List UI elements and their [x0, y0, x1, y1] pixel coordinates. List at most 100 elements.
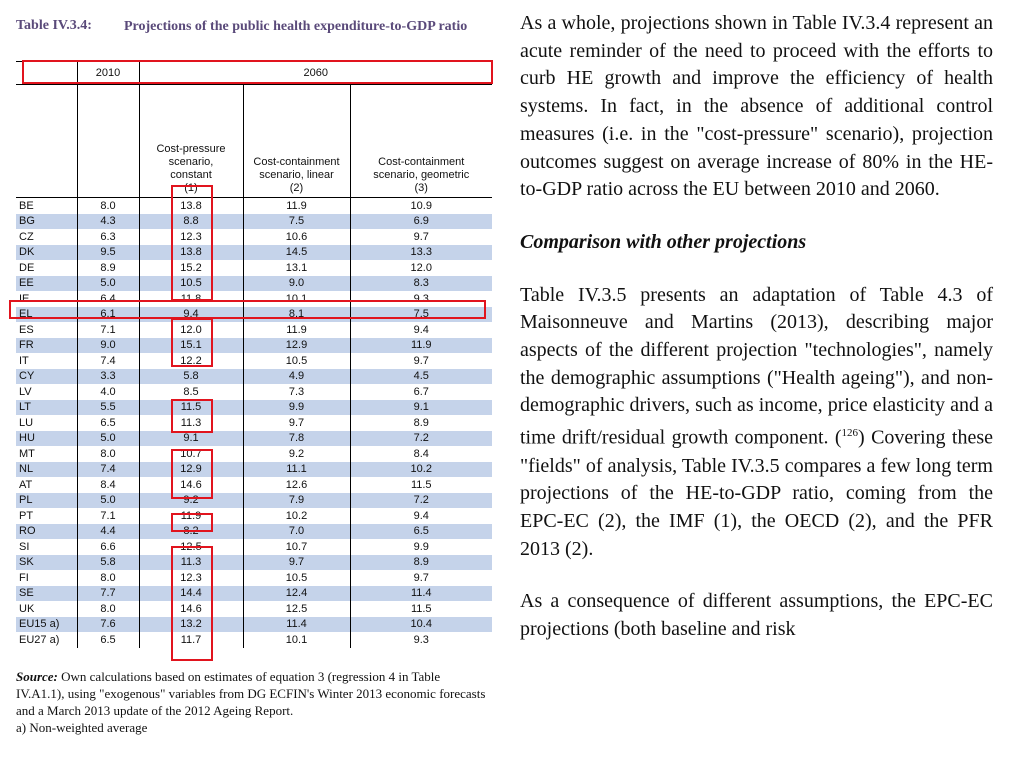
value-cell: 8.3 [350, 275, 492, 291]
value-cell: 11.3 [139, 554, 244, 570]
header-2010-blank [77, 84, 140, 198]
value-cell: 10.5 [139, 275, 244, 291]
header-country-blank [16, 84, 78, 198]
value-cell: 4.9 [243, 368, 351, 384]
value-cell: 9.7 [243, 554, 351, 570]
highlight-group-6 [171, 546, 213, 661]
country-cell: LU [16, 415, 78, 431]
value-cell: 8.0 [77, 446, 140, 462]
value-cell: 7.4 [77, 461, 140, 477]
country-cell: UK [16, 601, 78, 617]
value-cell: 10.6 [243, 229, 351, 245]
scenario-header-row: Cost-pressure scenario, constant (1) Cos… [16, 84, 492, 198]
highlight-year-row [22, 60, 493, 84]
value-cell: 9.2 [243, 446, 351, 462]
table-row: EU27 a) 6.5 11.7 10.1 9.3 [16, 632, 492, 648]
value-cell: 14.6 [139, 477, 244, 493]
country-cell: LV [16, 384, 78, 400]
table-row: SI 6.6 12.5 10.7 9.9 [16, 539, 492, 555]
paragraph-1: As a whole, projections shown in Table I… [520, 12, 993, 201]
header-col3-line: Cost-containment [378, 156, 465, 168]
value-cell: 6.3 [77, 229, 140, 245]
value-cell: 10.2 [243, 508, 351, 524]
value-cell: 10.7 [243, 539, 351, 555]
paragraph-3: As a consequence of different assumption… [520, 590, 993, 641]
table-row: LV 4.0 8.5 7.3 6.7 [16, 384, 492, 400]
country-cell: LT [16, 399, 78, 415]
table-source: Source: Own calculations based on estima… [16, 668, 491, 736]
country-cell: SE [16, 585, 78, 601]
country-cell: DK [16, 244, 78, 260]
value-cell: 11.4 [350, 585, 492, 601]
value-cell: 13.8 [139, 197, 244, 214]
value-cell: 7.5 [243, 213, 351, 229]
value-cell: 12.2 [139, 353, 244, 369]
header-col3-line: scenario, geometric [373, 169, 470, 181]
value-cell: 10.2 [350, 461, 492, 477]
value-cell: 10.9 [410, 199, 432, 212]
table-row: LU 6.5 11.3 9.7 8.9 [16, 415, 492, 431]
table-row: PL 5.0 9.2 7.9 7.2 [16, 492, 492, 508]
value-cell: 7.2 [350, 430, 492, 446]
table-row: NL 7.4 12.9 11.1 10.2 [16, 461, 492, 477]
paragraph-2-part2: ) Covering these "fields" of analysis, T… [520, 426, 993, 560]
paragraph-2: Table IV.3.5 presents an adaptation of T… [520, 282, 993, 564]
value-cell: 9.7 [243, 415, 351, 431]
value-cell: 11.9 [350, 337, 492, 353]
header-col2-line: Cost-containment [253, 156, 340, 168]
value-cell: 10.4 [350, 616, 492, 632]
table-row: PT 7.1 11.9 10.2 9.4 [16, 508, 492, 524]
year-header-row: 2010 2060 [16, 61, 492, 85]
table-row: LT 5.5 11.5 9.9 9.1 [16, 399, 492, 415]
value-cell: 4.3 [77, 213, 140, 229]
value-cell: 11.5 [410, 602, 432, 615]
value-cell: 5.0 [77, 430, 140, 446]
value-cell: 5.8 [139, 368, 244, 384]
table-panel: Table IV.3.4: Projections of the public … [0, 0, 500, 762]
country-cell: IT [16, 353, 78, 369]
value-cell: 10.1 [243, 632, 351, 648]
value-cell: 11.9 [243, 197, 351, 214]
value-cell: 8.4 [77, 477, 140, 493]
value-cell: 13.8 [139, 244, 244, 260]
value-cell: 6.5 [77, 632, 140, 648]
value-cell: 3.3 [77, 368, 140, 384]
value-cell: 13.2 [139, 616, 244, 632]
value-cell: 5.0 [77, 275, 140, 291]
value-cell: 5.5 [77, 399, 140, 415]
value-cell: 15.2 [139, 260, 244, 276]
value-cell: 12.6 [243, 477, 351, 493]
value-cell: 7.9 [243, 492, 351, 508]
table-row: DE 8.9 15.2 13.1 12.0 [16, 260, 492, 276]
country-cell: FI [16, 570, 78, 586]
value-cell: 11.5 [139, 399, 244, 415]
value-cell: 12.0 [139, 322, 244, 338]
value-cell: 5.0 [77, 492, 140, 508]
value-cell: 9.1 [350, 399, 492, 415]
value-cell: 8.0 [77, 601, 140, 617]
highlight-group-1 [171, 185, 213, 301]
table-row: UK 8.0 14.6 12.5 11.5 [16, 601, 492, 617]
value-cell: 4.0 [77, 384, 140, 400]
table-row: FR 9.0 15.1 12.9 11.9 [16, 337, 492, 353]
country-cell: FR [16, 337, 78, 353]
table-row: MT 8.0 10.7 9.2 8.4 [16, 446, 492, 462]
value-cell: 8.5 [139, 384, 244, 400]
table-row: FI 8.0 12.3 10.5 9.7 [16, 570, 492, 586]
header-empty [16, 61, 78, 85]
table-row: SE 7.7 14.4 12.4 11.4 [16, 585, 492, 601]
value-cell: 11.9 [139, 508, 244, 524]
value-cell: 12.3 [139, 570, 244, 586]
country-cell: CZ [16, 229, 78, 245]
value-cell: 12.4 [243, 585, 351, 601]
value-cell: 4.5 [350, 368, 492, 384]
highlight-group-4 [171, 449, 213, 499]
value-cell: 5.8 [77, 554, 140, 570]
table-row: EE 5.0 10.5 9.0 8.3 [16, 275, 492, 291]
value-cell: 7.7 [77, 585, 140, 601]
header-col2-num: (2) [289, 182, 304, 194]
value-cell: 9.1 [139, 430, 244, 446]
header-col1: Cost-pressure scenario, constant (1) [139, 84, 244, 198]
value-cell: 9.7 [413, 230, 429, 243]
value-cell: 9.9 [243, 399, 351, 415]
